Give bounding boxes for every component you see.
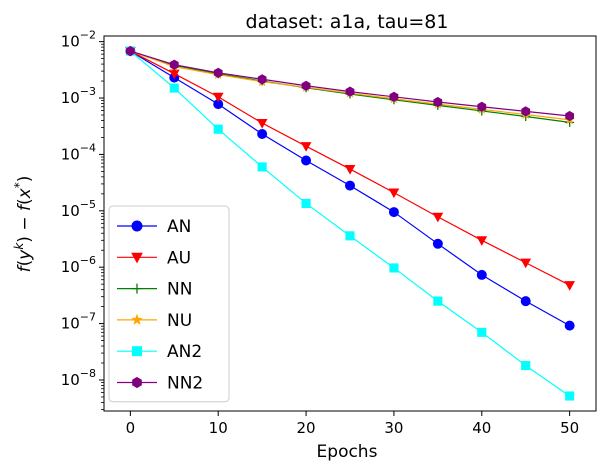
data-point bbox=[213, 67, 223, 78]
legend-entry-an: AN bbox=[117, 217, 191, 237]
data-point bbox=[344, 164, 356, 175]
data-point bbox=[345, 86, 355, 97]
data-point bbox=[131, 252, 143, 264]
data-point bbox=[345, 231, 355, 241]
x-tick-label: 0 bbox=[126, 419, 136, 437]
data-point bbox=[168, 69, 180, 80]
data-point bbox=[132, 346, 142, 357]
data-point bbox=[257, 74, 267, 85]
plot-area bbox=[103, 35, 597, 412]
data-point bbox=[301, 80, 311, 91]
x-tick-label: 40 bbox=[472, 419, 491, 437]
data-point bbox=[256, 118, 268, 129]
data-point bbox=[131, 220, 143, 232]
data-point bbox=[389, 263, 399, 273]
x-tick-label: 30 bbox=[384, 419, 403, 437]
y-tick-label: 10−4 bbox=[61, 141, 96, 163]
series-nn2 bbox=[125, 46, 575, 122]
legend-label: AU bbox=[167, 248, 191, 268]
data-point bbox=[301, 198, 311, 209]
legend-label: NU bbox=[167, 311, 192, 331]
data-point bbox=[564, 281, 575, 291]
data-point bbox=[388, 207, 399, 218]
data-point bbox=[433, 96, 443, 108]
x-tick-label: 10 bbox=[209, 419, 228, 437]
x-tick-label: 50 bbox=[560, 419, 579, 437]
legend-entry-nn2: NN2 bbox=[117, 374, 203, 394]
data-point bbox=[521, 361, 531, 371]
data-point bbox=[388, 188, 400, 199]
data-point bbox=[345, 180, 355, 191]
y-tick-label: 10−3 bbox=[61, 85, 96, 107]
data-point bbox=[520, 296, 531, 307]
x-axis: 0 10 20 30 40 50 bbox=[126, 411, 579, 437]
data-point bbox=[565, 391, 575, 401]
data-point bbox=[477, 327, 487, 337]
data-point bbox=[432, 212, 444, 223]
data-point bbox=[520, 258, 532, 269]
data-point bbox=[257, 162, 267, 172]
data-point bbox=[476, 236, 488, 246]
series-nu bbox=[124, 45, 576, 125]
y-tick-label: 10−5 bbox=[61, 198, 96, 220]
data-point bbox=[132, 376, 142, 389]
data-point bbox=[521, 106, 531, 117]
legend-label: NN2 bbox=[167, 374, 203, 394]
data-point bbox=[132, 283, 142, 294]
data-point bbox=[389, 91, 399, 102]
data-point bbox=[564, 320, 575, 331]
x-axis-label: Epochs bbox=[317, 442, 378, 462]
data-point bbox=[169, 83, 179, 93]
legend-label: AN2 bbox=[167, 342, 202, 362]
y-axis: 10−8 10−7 10−6 10−5 10−4 10−3 10−2 bbox=[61, 29, 104, 410]
legend-entry-nn: NN bbox=[117, 280, 192, 300]
legend-label: AN bbox=[167, 217, 191, 237]
data-point bbox=[433, 296, 443, 306]
data-point bbox=[257, 129, 268, 140]
data-point bbox=[301, 155, 312, 166]
data-point bbox=[169, 59, 179, 70]
x-tick-label: 20 bbox=[297, 419, 316, 437]
data-point bbox=[432, 238, 443, 249]
legend-entry-au: AU bbox=[117, 248, 191, 268]
y-axis-label: f(yk) − f(x*) bbox=[12, 176, 35, 273]
y-tick-label: 10−7 bbox=[61, 311, 96, 333]
legend: AN AU NN NU AN2 NN2 bbox=[108, 205, 230, 403]
data-point bbox=[565, 110, 575, 122]
series-line bbox=[130, 50, 570, 117]
data-point bbox=[300, 142, 312, 152]
y-tick-label: 10−6 bbox=[61, 254, 96, 276]
data-point bbox=[477, 101, 487, 112]
legend-entry-nu: NU bbox=[117, 311, 192, 331]
data-point bbox=[212, 92, 224, 103]
series-layer bbox=[124, 45, 576, 401]
data-point bbox=[131, 313, 143, 325]
data-point bbox=[476, 269, 487, 280]
data-point bbox=[125, 46, 135, 57]
data-point bbox=[213, 124, 223, 134]
y-tick-label: 10−2 bbox=[61, 29, 96, 51]
y-tick-label: 10−8 bbox=[61, 367, 96, 389]
legend-label: NN bbox=[167, 280, 192, 300]
chart-title: dataset: a1a, tau=81 bbox=[246, 11, 449, 33]
legend-entry-an2: AN2 bbox=[117, 342, 202, 362]
